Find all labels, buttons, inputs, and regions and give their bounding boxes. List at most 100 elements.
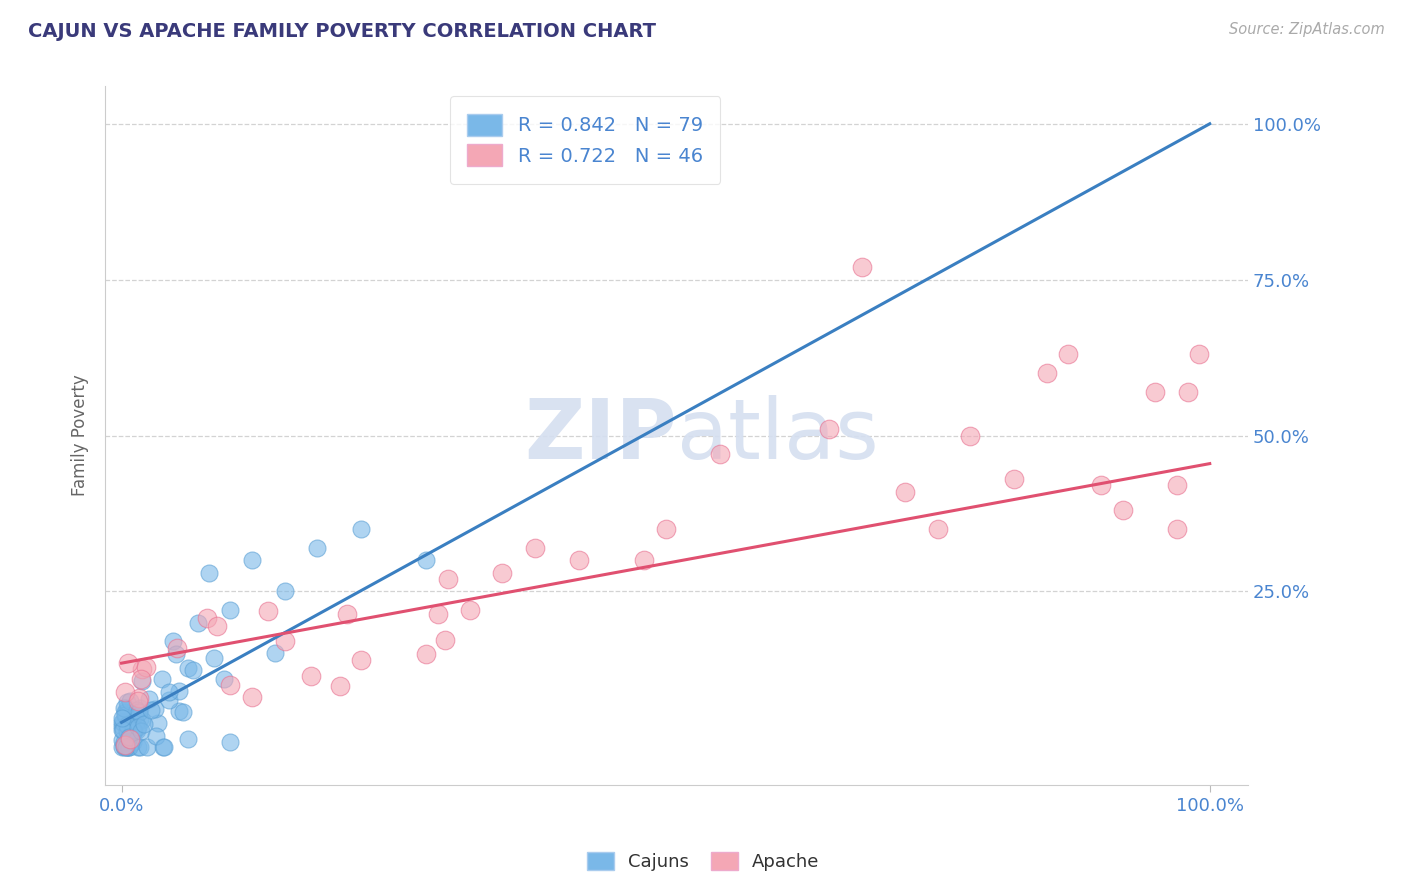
Point [118,740,141,755]
Point [1112,503,1135,517]
Point [437,572,460,586]
Point [117,731,139,745]
Point [127,740,149,755]
Point [524,541,547,555]
Point [654,522,676,536]
Point [128,701,150,715]
Point [114,708,136,723]
Point [350,522,373,536]
Point [131,662,153,676]
Point [129,713,152,727]
Point [1144,384,1167,399]
Point [127,721,149,735]
Point [350,653,373,667]
Point [120,735,142,749]
Point [121,723,143,738]
Text: CAJUN VS APACHE FAMILY POVERTY CORRELATION CHART: CAJUN VS APACHE FAMILY POVERTY CORRELATI… [28,22,657,41]
Point [1188,347,1211,361]
Text: atlas: atlas [676,395,879,476]
Point [135,660,157,674]
Point [112,740,135,755]
Point [162,634,184,648]
Point [115,740,138,755]
Point [1057,347,1080,361]
Point [336,607,359,621]
Legend: R = 0.842   N = 79, R = 0.722   N = 46: R = 0.842 N = 79, R = 0.722 N = 46 [450,96,720,184]
Point [427,607,450,622]
Point [131,674,153,689]
Point [240,690,263,705]
Point [111,715,134,730]
Point [132,717,155,731]
Point [204,650,226,665]
Point [458,603,481,617]
Point [114,685,136,699]
Point [115,718,138,732]
Point [894,484,917,499]
Point [219,735,242,749]
Point [157,685,180,699]
Point [1002,472,1025,486]
Point [127,723,149,738]
Point [129,672,152,686]
Point [111,719,134,733]
Point [633,553,655,567]
Point [256,604,278,618]
Point [415,647,437,661]
Y-axis label: Family Poverty: Family Poverty [72,375,89,497]
Point [117,695,139,709]
Point [1166,478,1188,492]
Point [927,522,949,536]
Point [135,740,157,755]
Point [150,672,173,686]
Point [111,723,134,737]
Legend: Cajuns, Apache: Cajuns, Apache [579,845,827,879]
Point [120,713,142,727]
Point [167,683,190,698]
Point [145,729,167,743]
Point [818,422,841,436]
Point [122,735,145,749]
Point [167,705,190,719]
Point [124,706,146,721]
Point [114,705,136,719]
Point [114,739,136,753]
Point [205,619,228,633]
Point [709,447,731,461]
Point [128,705,150,719]
Point [117,656,139,670]
Point [122,725,145,739]
Point [299,669,322,683]
Point [181,663,204,677]
Point [166,640,188,655]
Point [959,428,981,442]
Point [112,735,135,749]
Point [1090,478,1112,492]
Point [127,703,149,717]
Point [115,723,138,738]
Point [118,732,141,747]
Point [111,733,134,747]
Point [115,740,138,755]
Point [157,693,180,707]
Point [112,700,135,714]
Point [146,715,169,730]
Point [128,691,150,706]
Point [139,703,162,717]
Point [434,633,457,648]
Point [120,694,142,708]
Point [115,736,138,750]
Point [131,713,153,727]
Point [114,706,136,721]
Point [176,731,198,746]
Point [129,723,152,738]
Point [111,740,134,755]
Text: Source: ZipAtlas.com: Source: ZipAtlas.com [1229,22,1385,37]
Point [177,660,200,674]
Point [274,584,297,599]
Point [127,694,149,708]
Point [172,705,194,719]
Point [1166,522,1188,536]
Point [111,715,134,730]
Point [121,709,143,723]
